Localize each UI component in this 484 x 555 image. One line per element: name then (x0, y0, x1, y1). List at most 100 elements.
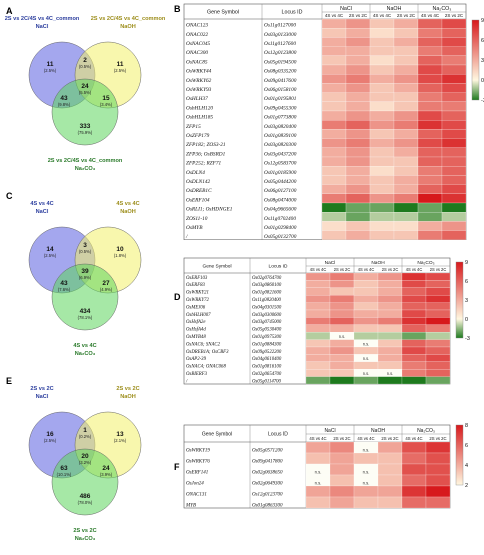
heatmap-cell (377, 441, 403, 454)
heatmap-cell (417, 55, 443, 66)
gene-symbol: OsDLN142 (186, 179, 210, 185)
heatmap-cell (417, 83, 443, 93)
heatmap-cell (425, 332, 451, 340)
locus-id: Os05g0444200 (264, 179, 297, 185)
venn-set-label: 2S vs 2C/4S vs 4C_common (91, 16, 166, 22)
venn-region-count: 43 (60, 95, 68, 102)
locus-id: Os06g0158100 (264, 87, 297, 93)
heatmap-cell (441, 138, 467, 148)
venn-region-percent: (3.9%) (100, 472, 113, 477)
heatmap-cell (369, 193, 395, 204)
venn-region-count: 3 (83, 242, 87, 249)
heatmap-cell (441, 221, 467, 231)
color-scale-tick: 6 (481, 38, 484, 44)
locus-id: Os05g0571200 (252, 448, 283, 453)
locus-id: Os02g0764700 (252, 276, 282, 281)
venn-region-percent: (2.5%) (44, 68, 57, 73)
heatmap-cell (401, 317, 427, 325)
gene-symbol: OsHLH37 (186, 96, 208, 102)
heatmap-cell (393, 28, 419, 38)
header-treatment-group: Na₂CO₃ (433, 6, 452, 12)
heatmap-cell (321, 74, 347, 84)
header-treatment-group: NaOH (371, 428, 385, 434)
heatmap-cell (401, 452, 427, 465)
heatmap-cell (425, 496, 451, 509)
gene-symbol: OsWRKY44 (186, 69, 212, 75)
heatmap-cell (321, 193, 347, 204)
heatmap-cell (377, 295, 403, 303)
heatmap-cell (369, 129, 395, 139)
header-comparison: 4S vs 4C (373, 13, 392, 18)
color-scale-tick: 9 (465, 260, 468, 266)
heatmap-cell (345, 28, 371, 38)
locus-id: Os03g0133000 (264, 32, 297, 38)
heatmap-cell (417, 138, 443, 148)
heatmap-cell (393, 202, 419, 213)
venn-region-percent: (10.1%) (57, 472, 72, 477)
heatmap-cell (305, 346, 331, 355)
locus-id: Os01g0816100 (252, 365, 282, 370)
heatmap-cell (401, 309, 427, 318)
color-scale-tick: 6 (465, 443, 468, 449)
venn-region-count: 43 (60, 280, 68, 287)
gene-symbol: OsWRKY19 (186, 448, 210, 453)
heatmap-cell (369, 184, 395, 194)
heatmap-cell (369, 166, 395, 176)
venn-set-label: 4S vs 4C (73, 343, 96, 349)
heatmap-cell (345, 156, 371, 167)
heatmap-cell-label: n.s. (363, 480, 370, 485)
header-comparison: 4S vs 4C (406, 267, 423, 272)
heatmap-cell (441, 202, 467, 213)
heatmap-cell (441, 74, 467, 84)
heatmap-cell (305, 324, 331, 333)
venn-region-count: 39 (81, 268, 89, 275)
heatmap-cell (425, 485, 451, 498)
heatmap-cell (377, 287, 403, 296)
heatmap-cell (441, 129, 467, 139)
heatmap-cell (321, 202, 347, 213)
heatmap-cell (377, 324, 403, 333)
heatmap-cell (417, 202, 443, 213)
heatmap-cell (305, 376, 331, 385)
header-treatment-group: NaCl (325, 260, 336, 266)
heatmap-cell (393, 193, 419, 204)
heatmap-cell (393, 156, 419, 167)
venn-set-c (51, 263, 119, 331)
header-comparison: 2S vs 2C (397, 13, 416, 18)
venn-region-count: 11 (47, 61, 54, 68)
panel-d: D Gene Symbol Locus ID NaCl 4S vs 4C 2S vs 2… (174, 252, 484, 392)
heatmap-cell (353, 361, 379, 370)
heatmap-cell (353, 452, 379, 465)
gene-symbol: OsbHLH185 (186, 115, 213, 121)
heatmap-cell (417, 147, 443, 158)
heatmap-cell (321, 175, 347, 185)
gene-symbol: ONAC300 (186, 50, 208, 56)
heatmap-cell (321, 212, 347, 222)
venn-set-label: Na₂CO₃ (75, 166, 96, 172)
venn-region-count: 15 (102, 95, 110, 102)
color-scale-tick: 9 (481, 18, 484, 24)
heatmap-cell (425, 309, 451, 318)
venn-region-count: 11 (117, 61, 124, 68)
heatmap-cell (441, 64, 467, 75)
locus-id: Os11g0127000 (264, 23, 296, 29)
gene-symbol: OsERF104 (186, 197, 210, 203)
heatmap-cell-label: n.s. (339, 334, 346, 339)
heatmap-cell (329, 463, 355, 476)
heatmap-cell (321, 230, 347, 240)
color-scale-tick: 0 (481, 78, 484, 84)
gene-symbol: OsNAC6; SNAC2 (186, 342, 221, 347)
heatmap-cell (369, 230, 395, 240)
heatmap-cell (369, 212, 395, 222)
header-gene-symbol: Gene Symbol (207, 10, 239, 16)
heatmap-cell (345, 92, 371, 102)
venn-set-c (51, 448, 119, 516)
heatmap-cell (353, 309, 379, 318)
venn-region-percent: (3.4%) (100, 102, 113, 107)
heatmap-cell (401, 474, 427, 487)
heatmap-cell (369, 110, 395, 121)
locus-id: Os05g0194500 (264, 59, 297, 65)
heatmap-cell (393, 230, 419, 240)
heatmap-cell (417, 46, 443, 56)
heatmap-cell (329, 339, 355, 348)
